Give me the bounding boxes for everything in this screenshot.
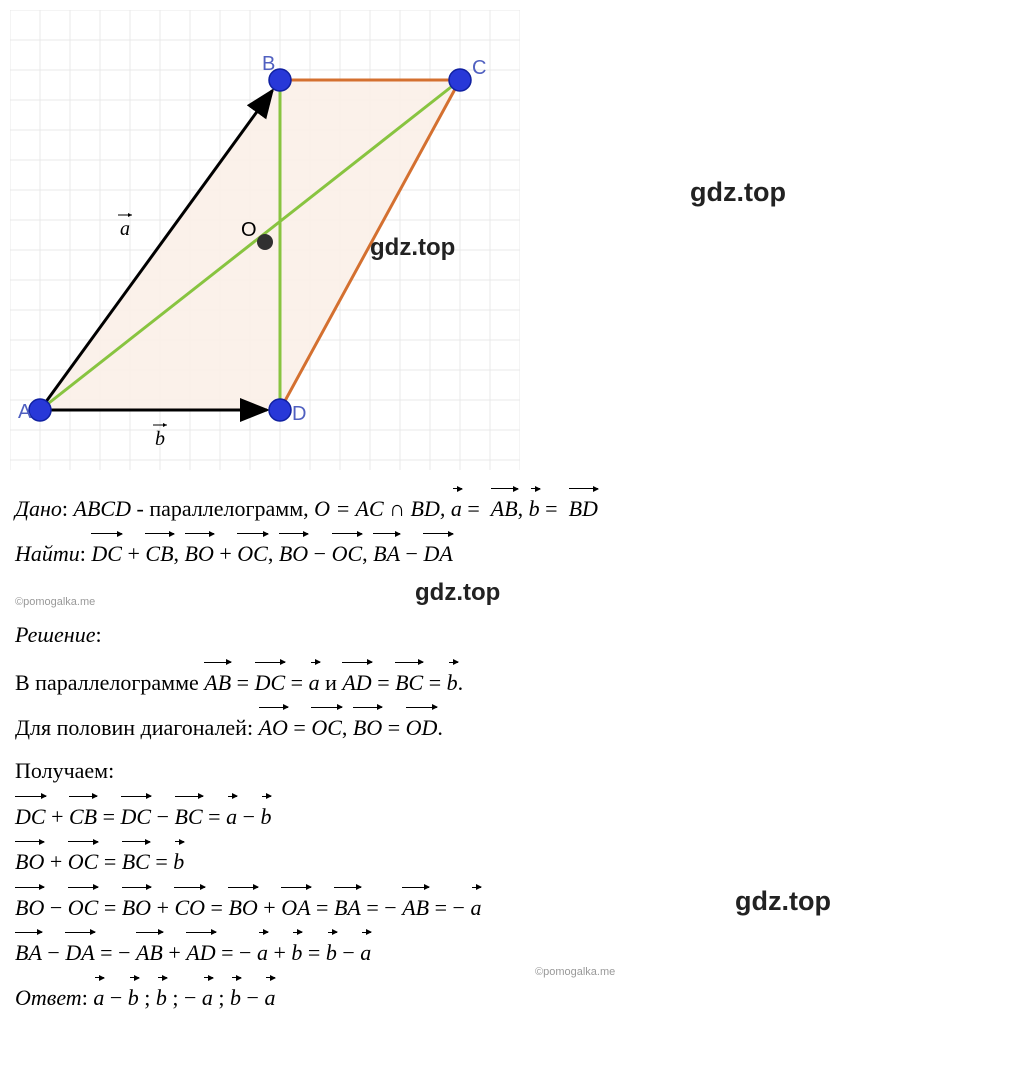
svg-text:A: A xyxy=(18,401,32,423)
calc-lines: DC + CB = DC − BC = a − b BO + OC = BC = … xyxy=(15,796,999,972)
calc-line: DC + CB = DC − BC = a − b xyxy=(15,796,999,835)
given-label: Дано xyxy=(15,496,62,521)
calc-line: BO − OC = BO + CO = BO + OA = BA = − AB … xyxy=(15,887,999,926)
copyright-1: ©pomogalka.me xyxy=(15,596,95,608)
calc-line: BA − DA = − AB + AD = − a + b = b − a xyxy=(15,932,999,971)
find-label: Найти xyxy=(15,541,80,566)
o-def: O = AC ∩ BD, xyxy=(314,496,451,521)
diagram: ABCDOab gdz.top gdz.top xyxy=(10,10,520,470)
vec-a: a xyxy=(451,488,462,527)
svg-text:b: b xyxy=(155,428,165,450)
solution-label: Решение xyxy=(15,622,95,647)
svg-text:O: O xyxy=(241,219,257,241)
watermark-top: gdz.top xyxy=(690,170,786,216)
svg-text:a: a xyxy=(120,218,130,240)
given-line: Дано: ABCD - параллелограмм, O = AC ∩ BD… xyxy=(15,488,999,527)
body-line-1: В параллелограмме AB = DC = a и AD = BC … xyxy=(15,662,999,701)
diagram-svg: A B C D Oa b xyxy=(10,10,520,470)
solution-text: Дано: ABCD - параллелограмм, O = AC ∩ BD… xyxy=(10,488,999,1017)
body-line-3: Получаем: xyxy=(15,752,999,789)
calc-line: BO + OC = BC = b xyxy=(15,841,999,880)
vec-AB: AB xyxy=(491,488,518,527)
svg-text:B: B xyxy=(262,53,275,75)
answer-line: Ответ: a − b ; b ; − a ; b − a ©pomogalk… xyxy=(15,977,999,1016)
copyright-2: ©pomogalka.me xyxy=(535,963,615,982)
vec-b: b xyxy=(529,488,540,527)
answer-label: Ответ xyxy=(15,985,82,1010)
watermark-calc: gdz.top xyxy=(735,879,831,925)
solution-label-line: ©pomogalka.me Решение: gdz.top xyxy=(15,579,999,654)
svg-text:C: C xyxy=(472,57,486,79)
body-line-2: Для половин диагоналей: AO = OC, BO = OD… xyxy=(15,707,999,746)
svg-text:D: D xyxy=(292,403,306,425)
find-line: Найти: DC + CB, BO + OC, BO − OC, BA − D… xyxy=(15,533,999,572)
watermark-mid: gdz.top xyxy=(415,573,500,614)
vec-BD: BD xyxy=(569,488,598,527)
